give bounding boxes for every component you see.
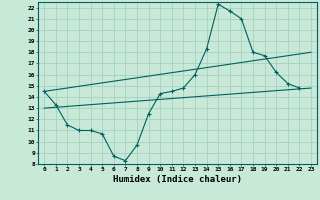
X-axis label: Humidex (Indice chaleur): Humidex (Indice chaleur) xyxy=(113,175,242,184)
